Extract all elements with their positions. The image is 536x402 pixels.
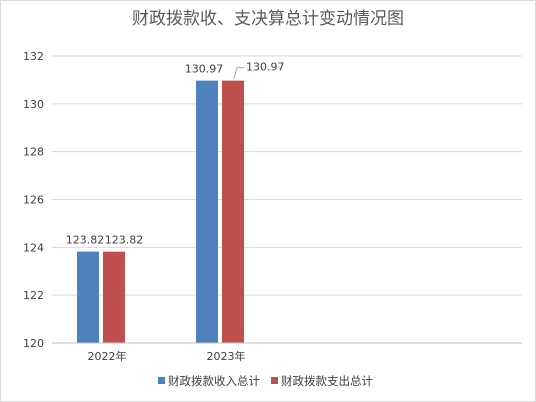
bars [77,80,244,344]
data-label-leader-line [233,67,244,79]
legend: 财政拨款收入总计 财政拨款支出总计 [158,374,373,388]
y-tick-label: 130 [23,98,44,111]
y-tick-label: 126 [23,194,44,207]
data-label: 123.82 [105,234,144,247]
y-tick-label: 124 [23,241,44,254]
data-label: 130.97 [185,63,224,76]
x-tick-label: 2023年 [207,349,246,363]
y-axis: 120 122 124 126 128 130 132 [23,50,44,350]
chart-title: 财政拨款收、支决算总计变动情况图 [132,9,404,29]
x-tick-label: 2022年 [88,349,127,363]
y-tick-label: 120 [23,337,44,350]
y-tick-label: 122 [23,289,44,302]
y-tick-label: 132 [23,50,44,63]
x-axis: 2022年 2023年 [52,342,522,363]
y-tick-label: 128 [23,146,44,159]
legend-label: 财政拨款支出总计 [281,374,373,388]
data-labels: 123.82 123.82 130.97 130.97 [66,61,285,247]
legend-swatch [158,377,165,384]
legend-swatch [271,377,278,384]
bar-expense-1 [222,80,244,344]
data-label: 130.97 [246,61,285,74]
bar-expense-0 [103,251,125,343]
legend-label: 财政拨款收入总计 [168,374,260,388]
bar-income-1 [196,80,218,344]
data-label: 123.82 [66,234,105,247]
bar-income-0 [77,251,99,343]
